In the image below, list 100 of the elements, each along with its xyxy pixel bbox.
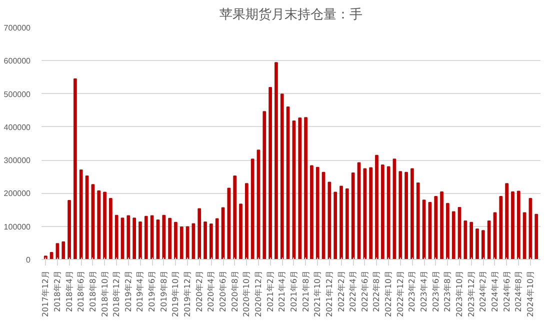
- bar: [345, 188, 349, 260]
- bar: [215, 218, 219, 260]
- bar: [144, 216, 148, 260]
- y-tick-label: 100000: [4, 222, 32, 232]
- x-tick-label: 2018年8月: [88, 270, 98, 312]
- bar: [108, 198, 112, 260]
- bar: [416, 182, 420, 260]
- x-tick-label: 2023年12月: [466, 270, 476, 318]
- bar: [268, 86, 272, 260]
- bar: [162, 214, 166, 260]
- bar: [262, 111, 266, 260]
- bar: [239, 204, 242, 260]
- x-tick-label: 2023年10月: [455, 270, 464, 318]
- x-tick-label: 2022年4月: [348, 270, 358, 312]
- x-tick-label: 2024年4月: [490, 270, 500, 312]
- bar: [316, 166, 320, 260]
- bar: [363, 168, 367, 260]
- x-tick-label: 2021年2月: [266, 270, 275, 312]
- bar: [375, 154, 378, 260]
- x-tick-label: 2021年12月: [324, 270, 334, 318]
- bar: [328, 182, 332, 260]
- y-tick-label: 300000: [4, 156, 32, 166]
- bar: [274, 62, 278, 260]
- bar: [440, 191, 444, 260]
- x-tick-label: 2019年8月: [159, 270, 168, 312]
- bar: [404, 172, 408, 260]
- bar: [227, 188, 231, 260]
- x-tick-label: 2018年10月: [100, 270, 110, 318]
- bar: [62, 241, 66, 260]
- x-tick-label: 2022年2月: [336, 270, 346, 312]
- bar: [204, 222, 207, 260]
- bar: [476, 228, 479, 260]
- x-tick-label: 2022年8月: [372, 270, 382, 312]
- bar: [103, 192, 106, 260]
- x-tick-label: 2018年4月: [64, 270, 74, 312]
- bar: [511, 191, 514, 260]
- x-tick-label: 2019年2月: [124, 270, 133, 312]
- bar: [97, 190, 101, 260]
- bar: [168, 218, 172, 260]
- y-tick-label: 0: [26, 256, 32, 264]
- x-tick-label: 2019年4月: [136, 270, 145, 312]
- x-tick-label: 2020年8月: [230, 270, 240, 312]
- bar: [470, 222, 474, 260]
- x-tick-label: 2018年6月: [76, 270, 86, 312]
- x-tick-label: 2023年6月: [431, 270, 440, 312]
- y-tick-label: 500000: [4, 90, 32, 99]
- bar: [505, 183, 508, 260]
- x-tick-label: 2020年6月: [218, 270, 228, 312]
- x-tick-label: 2022年6月: [360, 270, 370, 312]
- bar: [410, 168, 414, 260]
- y-tick-label: 200000: [4, 189, 32, 198]
- x-tick-label: 2023年4月: [420, 270, 429, 312]
- bar: [334, 192, 338, 260]
- y-tick-label: 700000: [4, 24, 32, 32]
- bar: [74, 78, 77, 260]
- bar: [446, 202, 450, 260]
- x-tick-label: 2024年6月: [502, 270, 512, 312]
- x-tick-label: 2021年4月: [278, 270, 287, 312]
- bar: [79, 170, 83, 260]
- bar: [250, 158, 254, 260]
- x-tick-label: 2020年12月: [254, 270, 263, 318]
- bar: [210, 224, 213, 260]
- x-tick-label: 2021年6月: [289, 270, 298, 312]
- y-tick-label: 600000: [4, 56, 32, 66]
- bar: [198, 208, 202, 260]
- bar: [233, 175, 237, 260]
- x-tick-label: 2020年2月: [194, 270, 204, 312]
- chart-title: 苹果期货月末持仓量：手: [220, 8, 362, 22]
- x-tick-label: 2022年12月: [396, 270, 405, 318]
- bar: [114, 214, 118, 260]
- bar: [68, 200, 71, 260]
- bar: [244, 183, 248, 260]
- bar: [516, 190, 520, 260]
- bar: [174, 222, 178, 260]
- x-tick-label: 2023年2月: [408, 270, 417, 312]
- x-tick-label: 2023年8月: [443, 270, 452, 312]
- bar: [434, 196, 438, 260]
- x-tick-label: 2024年8月: [514, 270, 524, 312]
- x-tick-label: 2018年12月: [112, 270, 122, 318]
- x-tick-label: 2019年12月: [183, 270, 192, 318]
- x-tick-label: 2024年10月: [526, 270, 535, 318]
- bar: [138, 222, 142, 260]
- bar: [398, 171, 402, 260]
- bar: [351, 172, 355, 260]
- x-tick-label: 2022年10月: [384, 270, 394, 318]
- x-tick-label: 2024年2月: [478, 270, 488, 312]
- bar: [280, 94, 284, 260]
- bar: [180, 226, 184, 260]
- x-tick-label: 2021年10月: [313, 270, 322, 318]
- x-tick-label: 2020年4月: [206, 270, 216, 312]
- bar: [464, 220, 468, 260]
- bar: [534, 214, 538, 260]
- bar: [380, 164, 384, 260]
- x-tick-label: 2017年12月: [41, 270, 50, 318]
- x-tick-label: 2018年2月: [52, 270, 62, 312]
- y-tick-label: 400000: [4, 122, 32, 132]
- bar: [481, 230, 485, 260]
- bar: [452, 211, 456, 260]
- bar: [369, 167, 372, 260]
- bar: [126, 215, 130, 260]
